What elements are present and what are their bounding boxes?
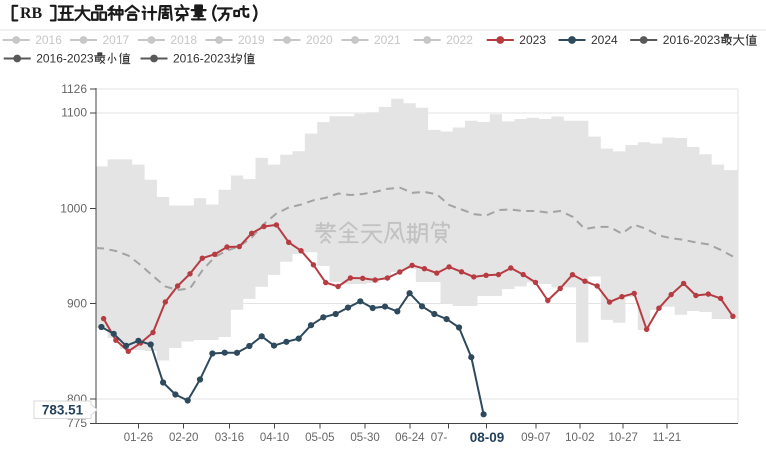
svg-text:783.51: 783.51 [42,403,84,418]
svg-text:2016-2023: 2016-2023 [36,52,94,66]
svg-text:2016-2023: 2016-2023 [663,33,721,47]
svg-text:2020: 2020 [306,33,333,47]
svg-text:08-09: 08-09 [470,430,505,445]
svg-text:2024: 2024 [591,33,618,47]
svg-text:1126: 1126 [61,82,87,96]
svg-text:1000: 1000 [60,201,87,215]
svg-text:2017: 2017 [103,33,130,47]
svg-text:2016-2023: 2016-2023 [173,52,231,66]
svg-text:2022: 2022 [446,33,473,47]
svg-text:900: 900 [67,296,87,310]
svg-text:05-30: 05-30 [350,432,379,444]
svg-text:2019: 2019 [238,33,265,47]
svg-text:02-20: 02-20 [169,432,198,444]
svg-text:10-27: 10-27 [608,432,637,444]
svg-text:11-21: 11-21 [653,432,682,444]
svg-text:10-02: 10-02 [565,432,594,444]
svg-text:775: 775 [67,416,87,430]
svg-text:07-: 07- [431,432,448,444]
svg-text:2023: 2023 [519,33,546,47]
svg-text:RB: RB [20,5,43,22]
svg-text:2021: 2021 [374,33,401,47]
svg-text:06-24: 06-24 [395,432,425,444]
svg-text:2018: 2018 [170,33,197,47]
svg-text:04-10: 04-10 [260,432,289,444]
svg-text:03-16: 03-16 [215,432,244,444]
svg-text:01-26: 01-26 [124,432,153,444]
svg-text:1100: 1100 [61,106,87,120]
svg-text:2016: 2016 [35,33,62,47]
svg-text:05-05: 05-05 [305,432,334,444]
svg-text:09-07: 09-07 [521,432,550,444]
